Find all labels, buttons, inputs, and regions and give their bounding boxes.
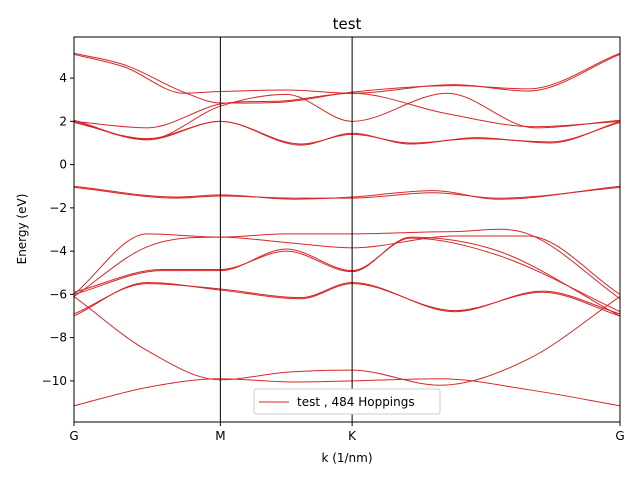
- y-tick-label: 0: [59, 158, 67, 172]
- band-line-16: [74, 378, 620, 407]
- y-tick-label: 2: [59, 114, 67, 128]
- band-line-9: [74, 228, 620, 300]
- chart-title: test: [333, 15, 362, 33]
- y-tick-label: −6: [49, 287, 67, 301]
- band-line-14: [74, 281, 620, 317]
- band-line-12: [74, 236, 620, 317]
- x-tick-label: K: [348, 429, 357, 443]
- y-tick-label: −8: [49, 331, 67, 345]
- band-line-8: [74, 186, 620, 199]
- x-tick-label: G: [69, 429, 78, 443]
- y-axis-label: Energy (eV): [15, 194, 29, 265]
- legend-box: [253, 388, 441, 415]
- band-line-5: [74, 120, 620, 145]
- bands: [74, 52, 620, 407]
- band-line-2: [74, 52, 620, 104]
- y-tick-label: 4: [59, 71, 67, 85]
- plot-area: [74, 52, 620, 407]
- legend-label: test , 484 Hoppings: [297, 395, 415, 409]
- plot-frame: [73, 36, 621, 423]
- x-tick-label: M: [215, 429, 225, 443]
- band-line-13: [74, 281, 620, 315]
- band-line-15: [74, 296, 620, 386]
- y-tick-label: −4: [49, 244, 67, 258]
- band-line-1: [74, 53, 620, 94]
- band-line-3: [74, 92, 620, 129]
- band-line-4: [74, 92, 620, 141]
- y-tick-label: −2: [49, 201, 67, 215]
- x-axis-label: k (1/nm): [321, 451, 372, 465]
- band-line-11: [74, 237, 620, 313]
- band-line-10: [74, 235, 620, 297]
- axes: 4 2 0 −2 −4 −6 −8 −10 G M K G: [42, 36, 625, 443]
- legend: test , 484 Hoppings: [253, 388, 441, 415]
- x-tick-label: G: [615, 429, 624, 443]
- y-tick-label: −10: [42, 374, 67, 388]
